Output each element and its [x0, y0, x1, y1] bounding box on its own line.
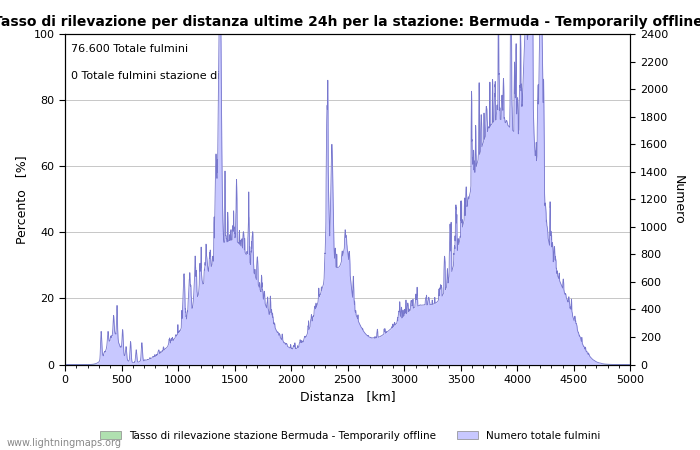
Y-axis label: Percento   [%]: Percento [%] — [15, 155, 28, 244]
Text: 0 Totale fulmini stazione di: 0 Totale fulmini stazione di — [71, 71, 220, 81]
Title: Tasso di rilevazione per distanza ultime 24h per la stazione: Bermuda - Temporar: Tasso di rilevazione per distanza ultime… — [0, 15, 700, 29]
Text: www.lightningmaps.org: www.lightningmaps.org — [7, 438, 122, 448]
X-axis label: Distanza   [km]: Distanza [km] — [300, 391, 395, 404]
Legend: Tasso di rilevazione stazione Bermuda - Temporarily offline, Numero totale fulmi: Tasso di rilevazione stazione Bermuda - … — [96, 427, 604, 445]
Y-axis label: Numero: Numero — [672, 175, 685, 224]
Text: 76.600 Totale fulmini: 76.600 Totale fulmini — [71, 44, 188, 54]
